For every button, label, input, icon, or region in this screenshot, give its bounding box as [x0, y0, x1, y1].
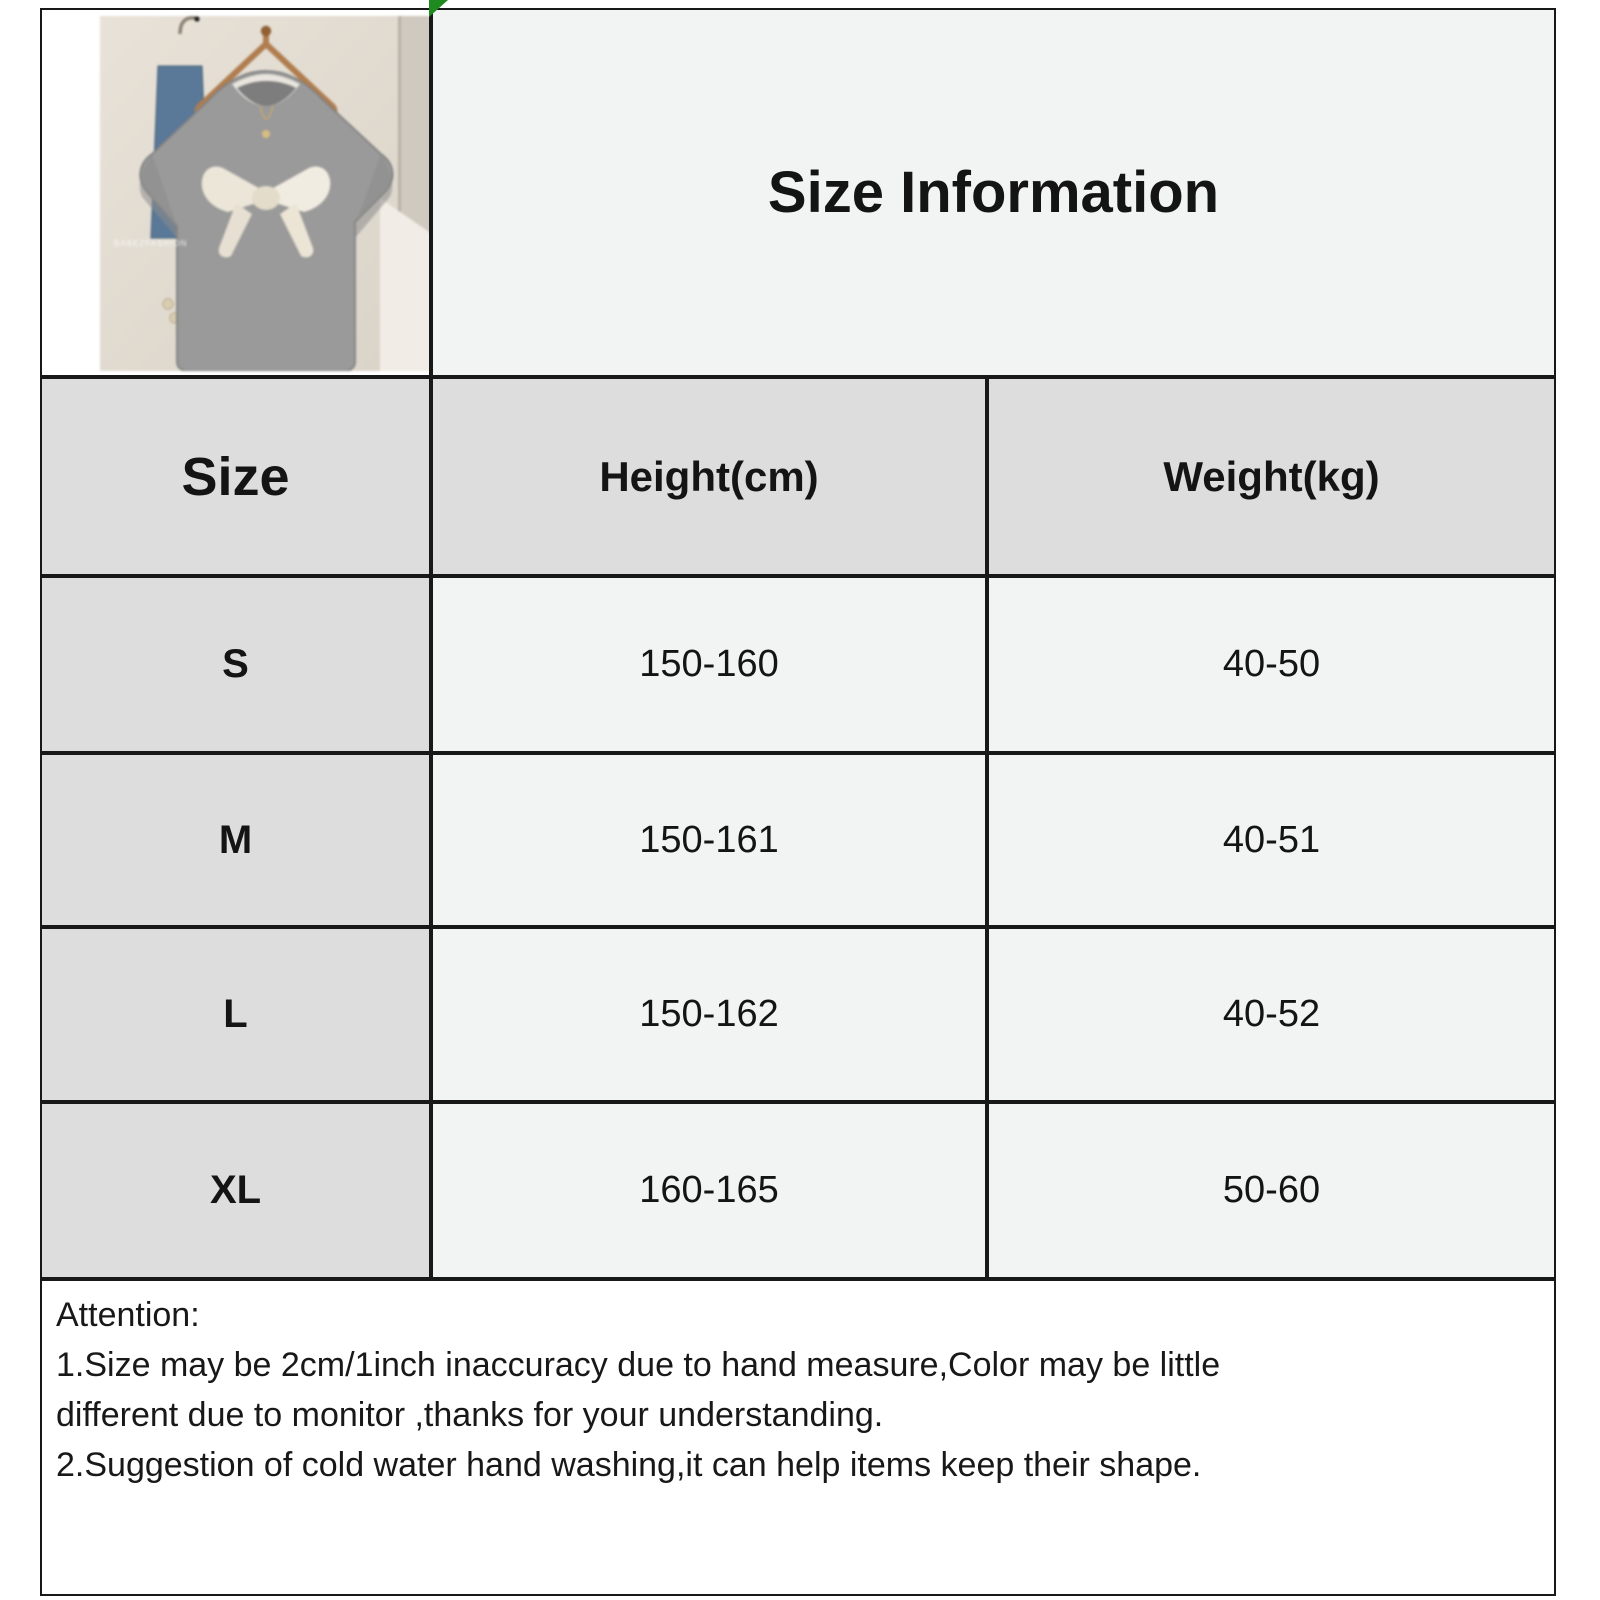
svg-text:BABEZFASHION: BABEZFASHION — [114, 239, 187, 248]
